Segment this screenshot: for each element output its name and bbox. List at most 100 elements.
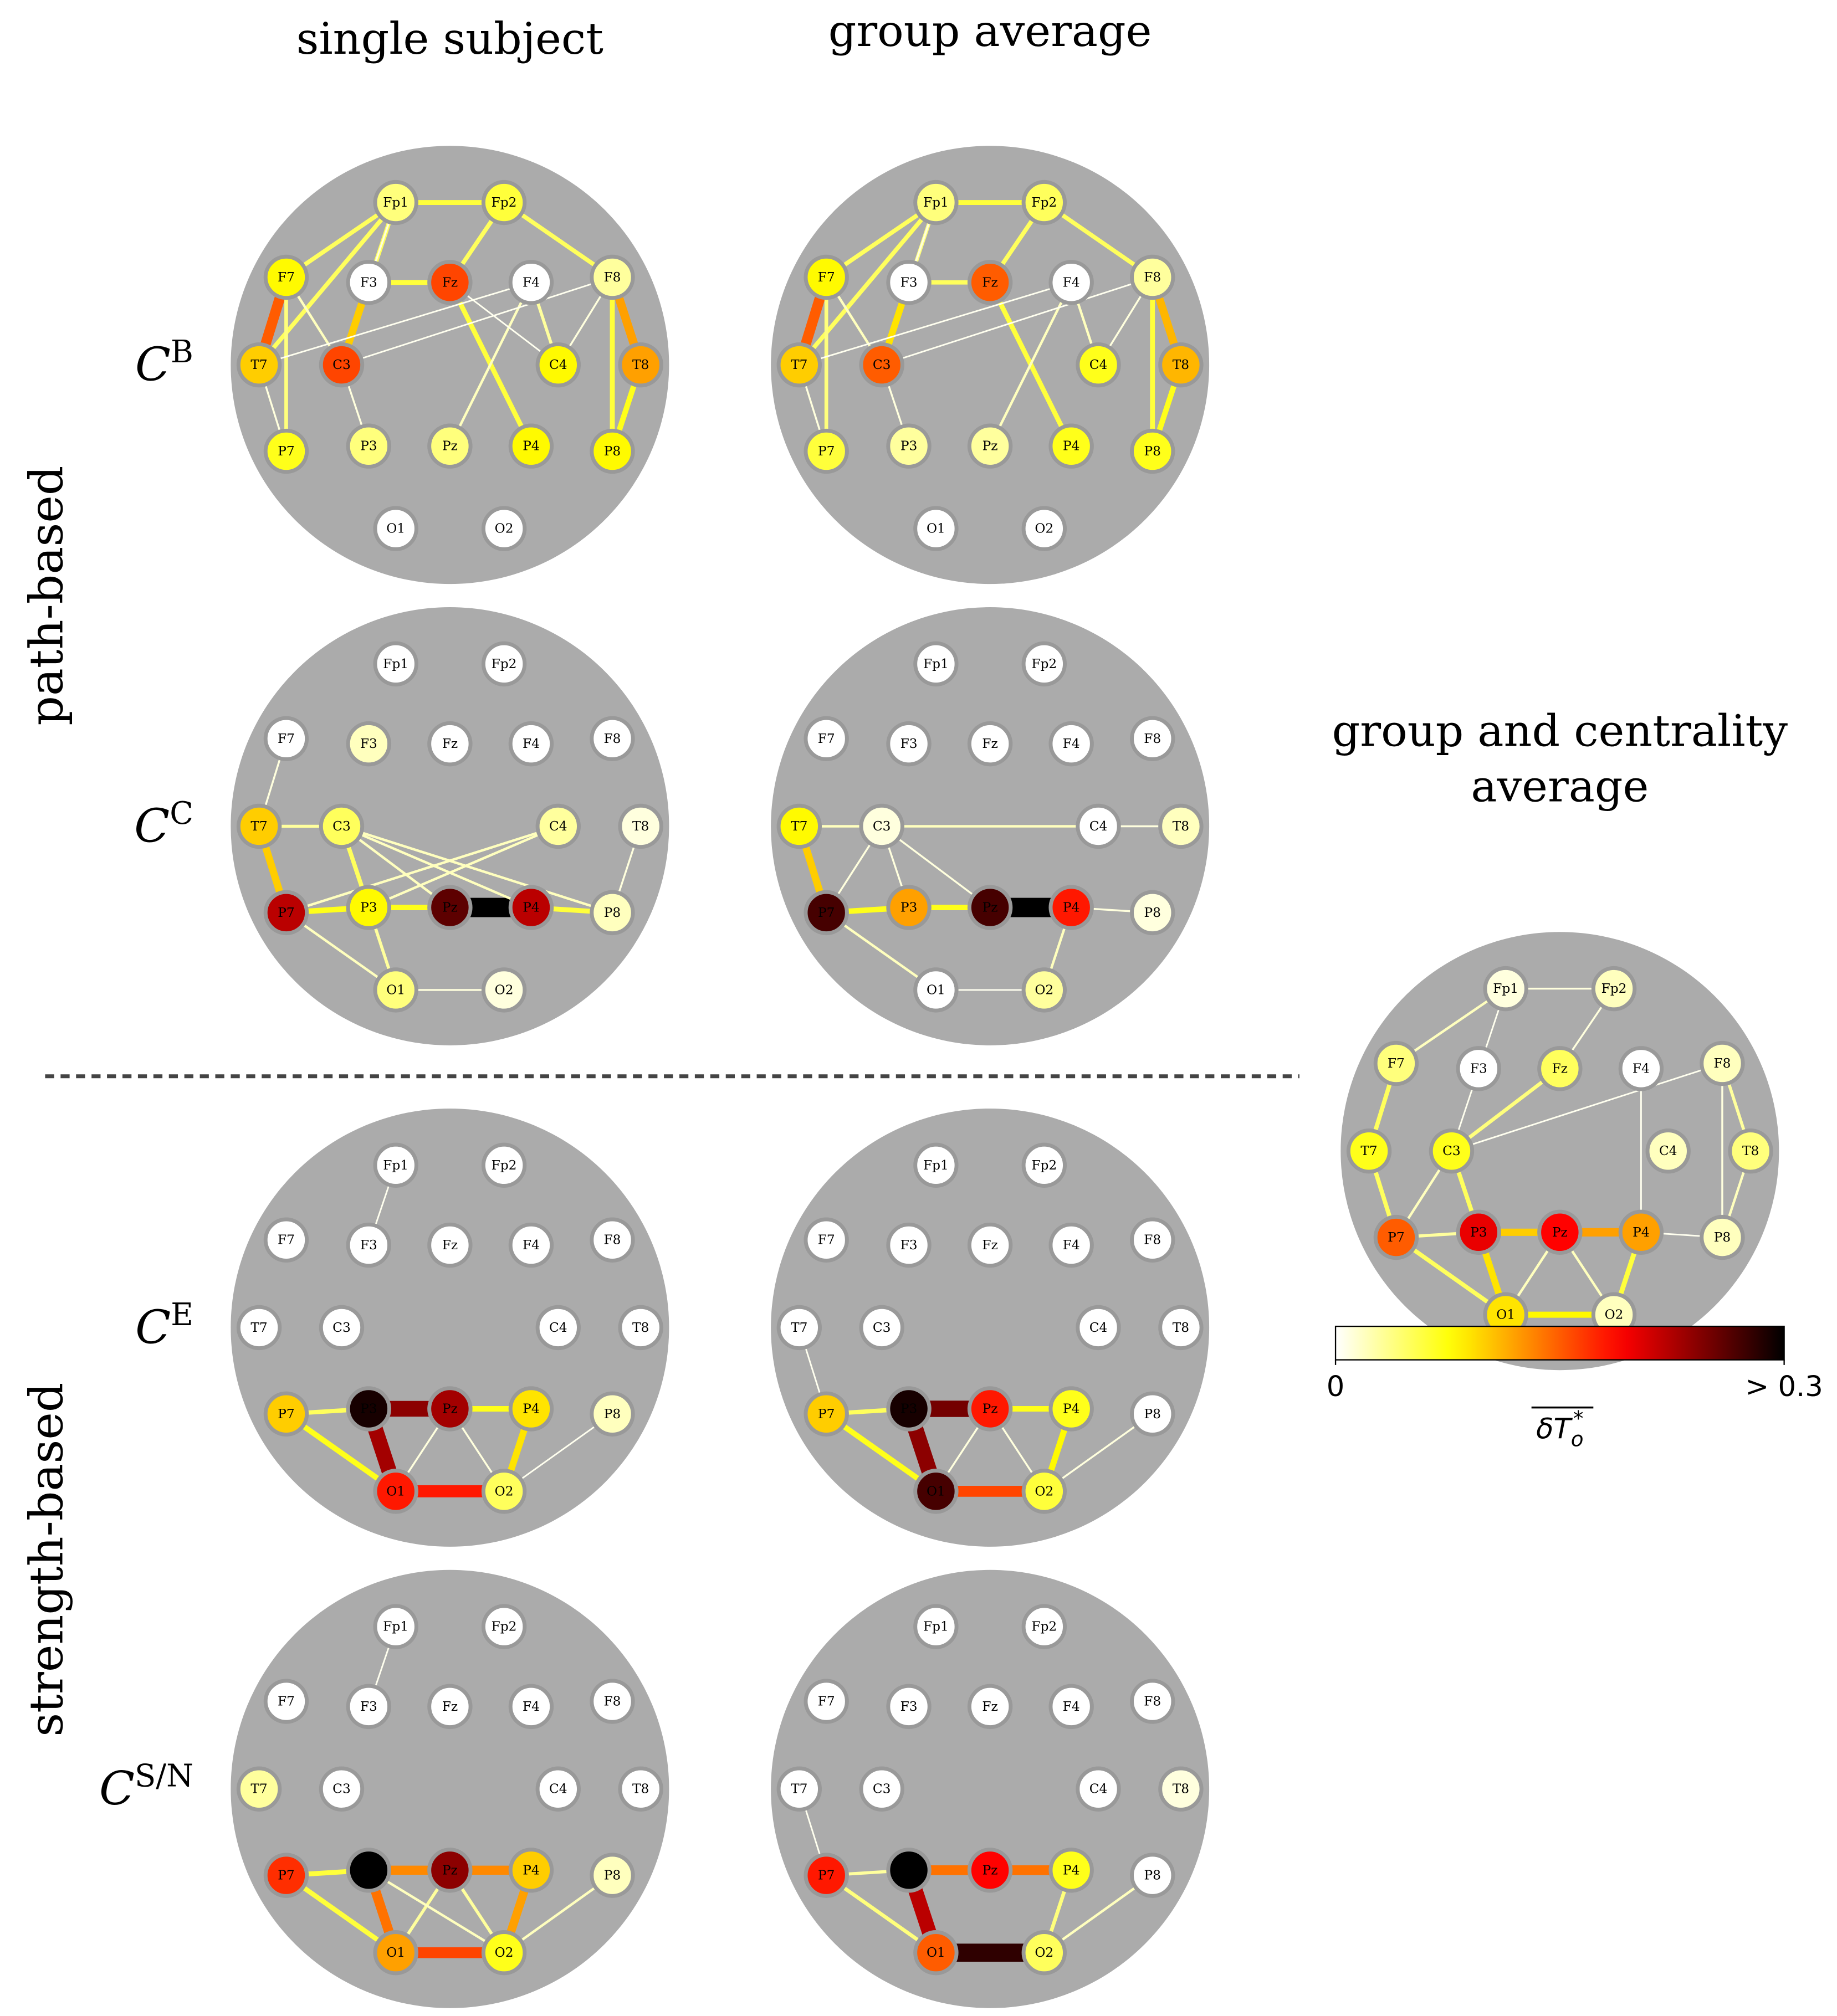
electrode-label: F3 — [900, 275, 918, 290]
electrode-label: P3 — [900, 1401, 917, 1416]
electrode — [373, 1604, 418, 1649]
electrode — [535, 1305, 581, 1351]
electrode-label: F8 — [1144, 1694, 1161, 1709]
edge — [797, 201, 938, 367]
electrode-label: P4 — [1063, 1401, 1079, 1416]
electrode — [427, 1386, 473, 1432]
electrode — [508, 885, 554, 930]
electrode — [535, 342, 581, 388]
edge — [448, 281, 533, 447]
head-panel: Fp1 Fp2 F7 F3 Fz F4 F8 T7 C3 C4 T8 P7 P3 Pz P4 P8 O1 O2 — [771, 1569, 1210, 2008]
electrode-label: O2 — [1035, 1484, 1053, 1499]
electrode-label: Pz — [442, 1863, 458, 1878]
edge — [341, 825, 613, 914]
electrode-label: Fp1 — [383, 656, 408, 671]
electrode-label: F7 — [818, 731, 835, 746]
measure-superscript: S/N — [135, 1758, 193, 1794]
head — [231, 1108, 669, 1547]
head-panel: Fp1 Fp2 F7 F3 Fz F4 F8 T7 C3 C4 T8 P7 P3 Pz P4 P8 O1 O2 — [231, 607, 669, 1045]
edge — [368, 1869, 505, 1954]
electrode — [1728, 1128, 1773, 1174]
electrode — [859, 342, 904, 388]
electrode-label: O2 — [495, 1945, 514, 1960]
electrode-label: T7 — [791, 357, 807, 372]
electrode — [886, 1848, 932, 1893]
electrode-label: P7 — [278, 444, 294, 459]
electrode — [373, 506, 418, 551]
electrode — [859, 1305, 904, 1351]
electrode-label: F8 — [1144, 1233, 1161, 1248]
measure-superscript: E — [171, 1297, 193, 1333]
electrode — [967, 423, 1013, 469]
head-panel: Fp1 Fp2 F7 F3 Fz F4 F8 T7 C3 C4 T8 P7 P3 Pz P4 P8 O1 O2 — [771, 146, 1210, 584]
electrode — [886, 1222, 932, 1268]
electrode — [263, 716, 309, 762]
electrode-label: C3 — [332, 357, 351, 372]
electrode-label: Fp1 — [923, 195, 949, 210]
head — [231, 146, 669, 584]
electrode — [263, 1391, 309, 1437]
colorbar-label-base: δT — [1536, 1413, 1573, 1445]
electrode-label: C4 — [1089, 819, 1108, 834]
electrode — [967, 1222, 1013, 1268]
electrode-label: P3 — [360, 1401, 377, 1416]
electrode — [508, 1222, 554, 1268]
electrode — [886, 260, 932, 305]
electrode-label: C4 — [549, 819, 567, 834]
electrode — [263, 254, 309, 300]
edge — [285, 825, 559, 914]
electrode-label: F7 — [1388, 1056, 1405, 1071]
electrode-label: Pz — [983, 439, 998, 454]
electrode — [590, 716, 635, 762]
electrode — [913, 1604, 959, 1649]
electrode — [1130, 1217, 1175, 1263]
electrode-label: C3 — [873, 1320, 891, 1335]
electrode — [886, 885, 932, 930]
electrode — [913, 967, 959, 1013]
edge — [341, 825, 532, 909]
electrode — [967, 721, 1013, 767]
electrode-label: F7 — [278, 1694, 295, 1709]
electrode — [804, 1391, 849, 1437]
electrode — [481, 179, 527, 225]
electrode — [508, 423, 554, 469]
electrode-label: Fz — [442, 736, 458, 751]
measure-symbol: C — [134, 798, 170, 853]
electrode-label: O1 — [386, 982, 405, 997]
electrode — [427, 721, 473, 767]
electrode-label: P7 — [278, 905, 294, 920]
electrode — [1048, 721, 1094, 767]
electrode — [886, 1386, 932, 1432]
electrode-label: F4 — [1063, 1699, 1080, 1714]
electrode — [508, 1848, 554, 1893]
electrode-label: P7 — [818, 905, 835, 920]
electrode — [804, 1853, 849, 1898]
electrode-label: O1 — [927, 1484, 945, 1499]
colorbar-tick-label: > 0.3 — [1745, 1371, 1823, 1403]
colorbar-tick-label: 0 — [1327, 1371, 1345, 1403]
electrode-label: Pz — [442, 1401, 458, 1416]
electrode — [535, 1766, 581, 1812]
electrode — [1618, 1046, 1664, 1091]
electrode-label: O2 — [1035, 1945, 1053, 1960]
head — [771, 146, 1210, 584]
electrode-label: C3 — [332, 1782, 351, 1797]
electrode-label: O1 — [927, 521, 945, 536]
electrode-label: T7 — [791, 1782, 807, 1797]
electrode — [236, 1766, 282, 1812]
electrode-label: O1 — [386, 521, 405, 536]
electrode-label: T8 — [632, 1320, 649, 1335]
electrode-label: C4 — [549, 357, 567, 372]
head — [771, 1569, 1210, 2008]
head — [231, 1569, 669, 2008]
electrode — [1158, 1766, 1204, 1812]
electrode-label: T8 — [1173, 357, 1189, 372]
electrode-label: F3 — [360, 1699, 377, 1714]
electrode — [346, 721, 392, 767]
electrode-label: Pz — [442, 439, 458, 454]
electrode — [319, 342, 365, 388]
measure-superscript: B — [171, 334, 193, 370]
electrode — [1076, 1305, 1121, 1351]
measure-symbol: C — [135, 337, 171, 392]
electrode — [967, 1848, 1013, 1893]
